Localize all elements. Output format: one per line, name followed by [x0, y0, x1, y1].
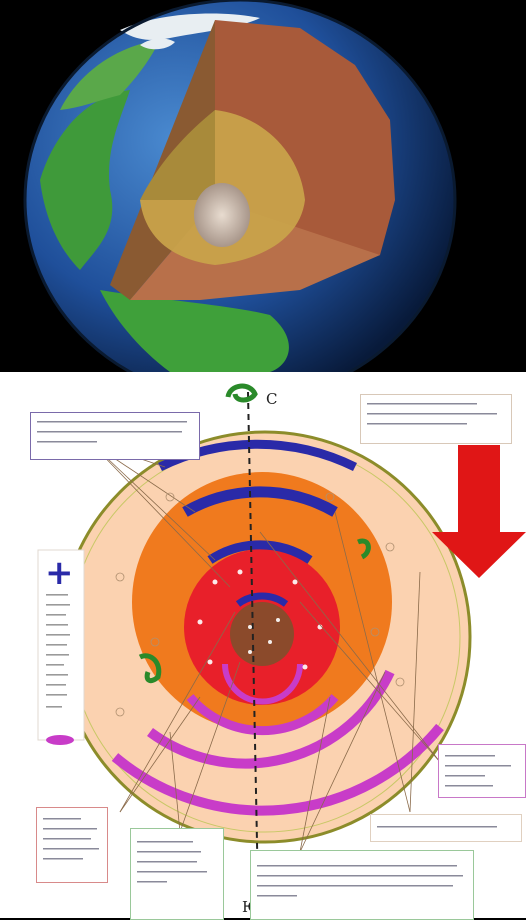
core-dots — [197, 569, 323, 670]
compression-plus-sign: + — [45, 553, 74, 593]
inner-core — [194, 183, 250, 247]
expansion-arc-1 — [222, 663, 303, 705]
note-box-bottom-left — [36, 807, 108, 883]
expansion-arc-2 — [186, 694, 339, 736]
note-box-top-right — [360, 394, 512, 444]
land-arctic — [60, 40, 160, 110]
leader-lines — [89, 441, 441, 853]
earth-cutaway-globe — [23, 0, 457, 372]
land-south-america — [100, 290, 289, 372]
inner-core-layer — [230, 602, 294, 666]
note-box-right-lower — [370, 814, 522, 842]
red-arrow — [432, 445, 526, 578]
compression-arc-2 — [182, 486, 338, 517]
expansion-arc-3 — [147, 669, 395, 769]
compression-arc-4 — [235, 592, 289, 607]
note-box-bottom-right — [250, 850, 474, 920]
expansion-legend — [46, 735, 74, 745]
expansion-arc-4 — [111, 723, 444, 816]
layer-markers — [115, 492, 405, 717]
compression-arc-3 — [207, 540, 313, 564]
north-pole-label: С — [266, 390, 277, 408]
rotation-arrows — [138, 383, 371, 684]
earth-layers-diagram: С Ю + — [0, 372, 526, 920]
land-north-america — [40, 90, 130, 270]
ice-cap — [120, 13, 260, 40]
note-box-bottom-center — [130, 828, 224, 920]
earth-cutaway-image — [0, 0, 526, 372]
note-box-right — [438, 744, 526, 798]
note-box-top-left — [30, 412, 200, 460]
